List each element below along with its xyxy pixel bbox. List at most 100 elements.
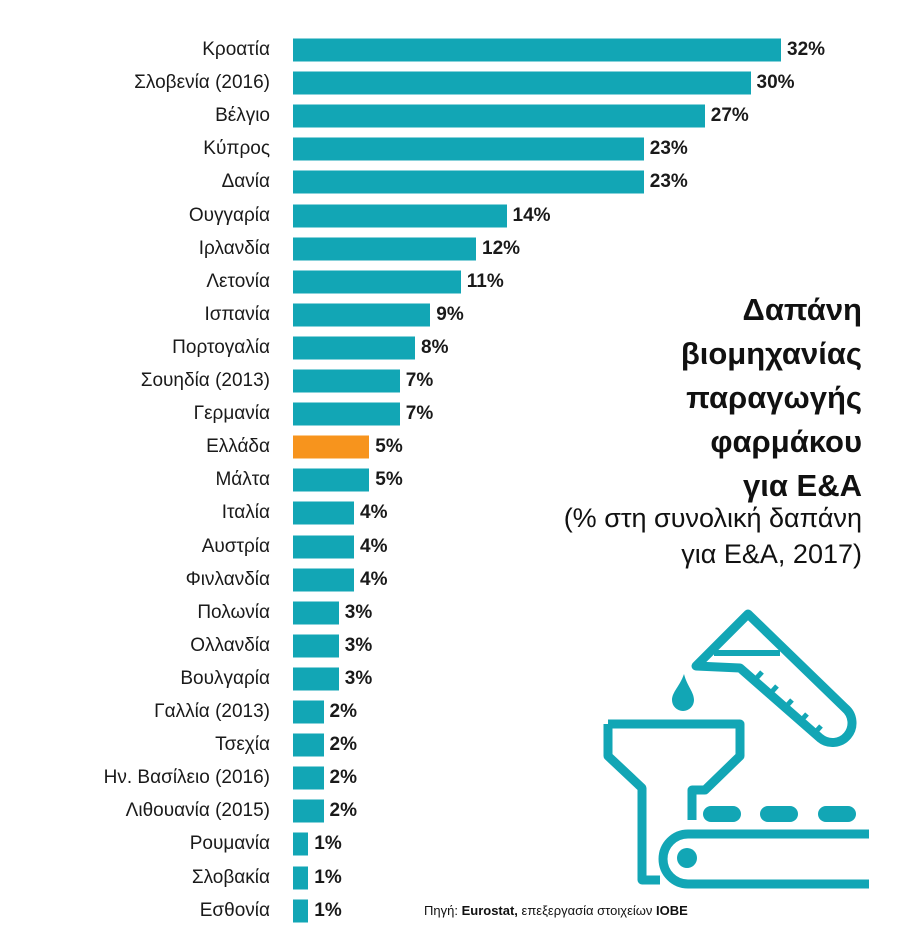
pharma-factory-icon bbox=[603, 609, 869, 889]
category-label: Κύπρος bbox=[203, 138, 270, 160]
subtitle-line: (% στη συνολική δαπάνη bbox=[563, 503, 862, 533]
funnel-left-icon bbox=[603, 724, 660, 885]
value-label: 2% bbox=[329, 701, 357, 722]
bar bbox=[293, 667, 339, 691]
title-line: φαρμάκου bbox=[710, 424, 862, 459]
bar bbox=[293, 435, 370, 459]
category-label: Ολλανδία bbox=[190, 634, 270, 656]
category-label: Ιρλανδία bbox=[198, 237, 270, 259]
category-label: Λετονία bbox=[206, 270, 270, 292]
value-label: 3% bbox=[344, 601, 373, 623]
title-line: παραγωγής bbox=[686, 380, 862, 415]
category-label: Σλοβακία bbox=[191, 866, 270, 888]
category-label: Ελλάδα bbox=[206, 436, 270, 458]
source-eurostat: Eurostat, bbox=[461, 903, 518, 918]
value-label: 27% bbox=[710, 105, 749, 127]
value-label: 7% bbox=[405, 403, 434, 425]
category-label: Γερμανία bbox=[193, 403, 270, 425]
category-label: Ιταλία bbox=[221, 502, 270, 524]
category-label: Βέλγιο bbox=[215, 105, 270, 127]
bar bbox=[293, 369, 400, 393]
bar bbox=[293, 766, 324, 790]
category-label: Φινλανδία bbox=[185, 568, 270, 590]
bar bbox=[293, 568, 354, 592]
bar bbox=[293, 170, 644, 194]
funnel-right-icon bbox=[608, 719, 745, 820]
category-label: Σουηδία (2013) bbox=[140, 370, 270, 391]
category-label: Βουλγαρία bbox=[180, 667, 270, 689]
category-label: Σλοβενία (2016) bbox=[134, 72, 270, 94]
bar bbox=[293, 336, 415, 360]
title-line: για Ε&Α bbox=[743, 468, 862, 503]
bar bbox=[293, 137, 644, 161]
bar bbox=[293, 832, 309, 856]
bar bbox=[293, 38, 781, 62]
source-prefix: Πηγή: bbox=[424, 903, 462, 918]
category-label: Λιθουανία (2015) bbox=[125, 800, 270, 822]
bar bbox=[293, 237, 476, 261]
bar bbox=[293, 601, 339, 625]
conveyor-wheel-icon bbox=[677, 848, 697, 868]
category-label: Ρουμανία bbox=[189, 833, 270, 855]
value-label: 2% bbox=[329, 800, 357, 822]
value-label: 4% bbox=[360, 568, 388, 590]
category-label: Τσεχία bbox=[215, 734, 270, 756]
bar bbox=[293, 468, 370, 492]
value-label: 1% bbox=[314, 833, 342, 855]
value-label: 7% bbox=[405, 370, 434, 391]
pills-icon bbox=[703, 806, 856, 822]
bar bbox=[293, 733, 324, 757]
category-label: Ην. Βασίλειο (2016) bbox=[103, 767, 270, 789]
chart-subtitle: (% στη συνολική δαπάνη για Ε&Α, 2017) bbox=[564, 500, 862, 572]
category-label: Μάλτα bbox=[215, 469, 270, 491]
source-iobe: ΙΟΒΕ bbox=[656, 903, 688, 918]
test-tube-icon bbox=[691, 609, 857, 748]
value-label: 4% bbox=[360, 502, 388, 524]
value-label: 2% bbox=[329, 734, 357, 756]
value-label: 30% bbox=[756, 72, 795, 94]
title-line: Δαπάνη bbox=[742, 292, 862, 327]
bar bbox=[293, 799, 324, 823]
bar bbox=[293, 700, 324, 724]
title-line: βιομηχανίας bbox=[680, 336, 862, 371]
value-label: 8% bbox=[421, 336, 449, 358]
value-label: 3% bbox=[344, 667, 373, 689]
value-label: 9% bbox=[436, 303, 464, 325]
category-label: Ουγγαρία bbox=[188, 204, 270, 226]
value-label: 32% bbox=[787, 39, 826, 60]
value-label: 12% bbox=[482, 237, 521, 259]
category-label: Πολωνία bbox=[197, 601, 270, 623]
bar bbox=[293, 104, 705, 128]
bar bbox=[293, 535, 354, 558]
category-label: Πορτογαλία bbox=[172, 336, 270, 358]
bar bbox=[293, 204, 507, 227]
bar bbox=[293, 634, 339, 658]
source-middle: επεξεργασία στοιχείων bbox=[517, 903, 657, 918]
subtitle-line: για Ε&Α, 2017) bbox=[681, 539, 862, 569]
source-note: Πηγή: Eurostat, επεξεργασία στοιχείων ΙΟ… bbox=[424, 903, 688, 918]
value-label: 11% bbox=[466, 270, 504, 292]
drop-icon bbox=[672, 674, 694, 711]
category-label: Εσθονία bbox=[199, 899, 270, 921]
test-tube-marks-icon bbox=[751, 670, 823, 738]
value-label: 14% bbox=[512, 204, 551, 226]
value-label: 1% bbox=[314, 866, 342, 888]
value-label: 3% bbox=[344, 634, 373, 656]
category-label: Αυστρία bbox=[201, 535, 270, 557]
value-label: 1% bbox=[314, 899, 342, 921]
bar bbox=[293, 899, 309, 923]
bar bbox=[293, 866, 309, 889]
bar bbox=[293, 71, 751, 95]
category-label: Γαλλία (2013) bbox=[154, 701, 270, 722]
value-label: 5% bbox=[375, 436, 403, 458]
bar bbox=[293, 270, 461, 294]
category-label: Κροατία bbox=[202, 39, 270, 60]
value-label: 4% bbox=[360, 535, 388, 557]
category-label: Ισπανία bbox=[204, 303, 270, 325]
conveyor-belt-icon bbox=[658, 829, 869, 889]
bar bbox=[293, 501, 354, 525]
chart-title: Δαπάνη βιομηχανίας παραγωγής φαρμάκου για Ε&… bbox=[681, 288, 862, 508]
category-label: Δανία bbox=[221, 171, 270, 193]
value-label: 5% bbox=[375, 469, 403, 491]
